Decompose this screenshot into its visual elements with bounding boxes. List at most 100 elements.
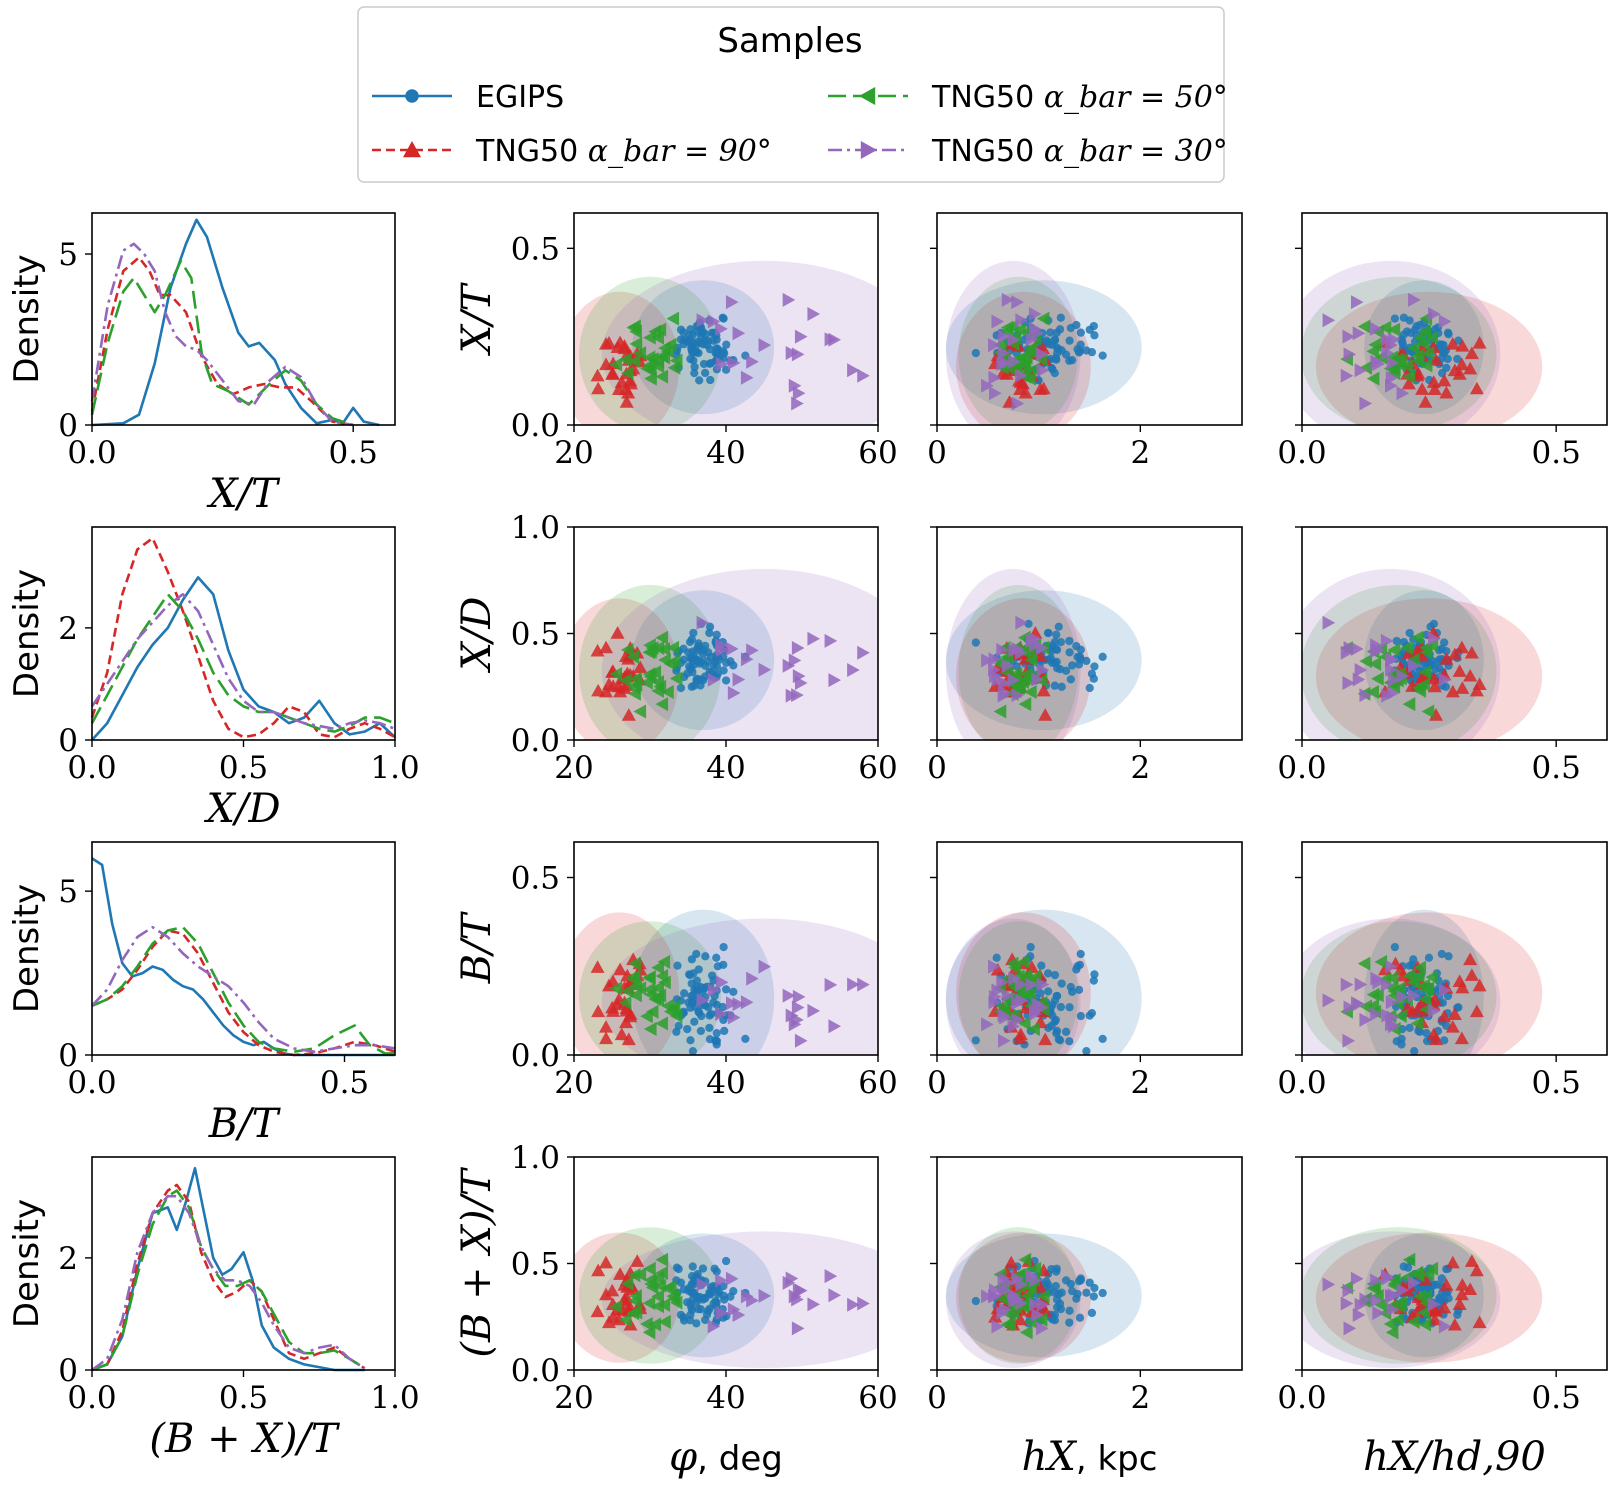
- point-3-8: [1408, 1275, 1421, 1290]
- point-0-61: [1431, 325, 1440, 334]
- point-0-36: [1424, 953, 1434, 962]
- point-3-18: [1359, 396, 1373, 411]
- point-1-8: [1013, 1312, 1028, 1326]
- point-2-18: [1019, 667, 1033, 682]
- point-3-19: [1015, 313, 1028, 328]
- point-3-21: [1387, 673, 1401, 688]
- point-3-18: [1359, 1292, 1373, 1307]
- legend-frame: [357, 6, 1225, 183]
- point-0-32: [694, 1305, 703, 1314]
- point-0-12: [690, 1017, 699, 1026]
- point-2-27: [666, 311, 680, 326]
- point-2-29: [609, 667, 623, 682]
- point-2-14: [643, 330, 656, 345]
- xtick-label: 20: [554, 750, 593, 786]
- point-0-20: [1443, 991, 1453, 1001]
- point-0-54: [718, 1002, 727, 1012]
- point-2-4: [620, 1276, 634, 1291]
- point-2-29: [1393, 357, 1406, 372]
- point-0-54: [1399, 637, 1408, 647]
- column-xlabel-1: hX, kpc: [1022, 1434, 1158, 1480]
- point-0-76: [1052, 1029, 1061, 1038]
- point-1-10: [590, 368, 605, 382]
- point-2-27: [1036, 1289, 1050, 1304]
- xtick-label: 0.0: [67, 1380, 116, 1416]
- point-3-20: [1350, 641, 1364, 656]
- point-1-21: [1469, 1263, 1484, 1277]
- point-3-15: [988, 386, 1002, 401]
- point-3-12: [1342, 1033, 1356, 1048]
- point-2-4: [620, 366, 634, 381]
- point-2-7: [1357, 956, 1371, 971]
- xtick-label: 0.0: [1277, 750, 1326, 786]
- point-3-15: [792, 386, 806, 401]
- point-3-16: [857, 1296, 870, 1311]
- point-0-6: [689, 628, 698, 638]
- xtick-label: 2: [1130, 750, 1150, 786]
- point-0-77: [1082, 1047, 1091, 1055]
- point-1-11: [1454, 1031, 1469, 1045]
- row-ylabel: B/T: [454, 910, 500, 984]
- point-3-15: [792, 989, 806, 1004]
- point-0-0: [1440, 638, 1449, 647]
- point-2-29: [609, 981, 623, 996]
- point-2-15: [644, 1277, 657, 1292]
- point-3-20: [1011, 1271, 1024, 1286]
- point-1-18: [610, 626, 625, 639]
- point-3-18: [1359, 688, 1373, 703]
- point-3-5: [991, 1319, 1005, 1334]
- point-0-5: [1085, 1278, 1094, 1287]
- point-3-19: [1322, 615, 1336, 630]
- point-3-9: [1036, 347, 1049, 362]
- point-3-16: [1015, 977, 1028, 992]
- point-3-1: [715, 357, 729, 372]
- point-0-79: [1052, 991, 1062, 1001]
- point-3-18: [791, 1292, 804, 1307]
- point-1-3: [1452, 664, 1467, 677]
- point-2-28: [648, 324, 662, 339]
- point-2-0: [1378, 320, 1392, 335]
- point-2-29: [609, 357, 623, 372]
- point-0-79: [687, 1303, 696, 1312]
- xtick-label: 60: [858, 435, 897, 471]
- point-0-78: [1087, 1308, 1097, 1318]
- point-0-65: [685, 1316, 695, 1325]
- point-0-77: [1082, 1288, 1091, 1297]
- ytick-label: 0: [58, 408, 78, 444]
- point-3-20: [725, 996, 739, 1011]
- point-3-21: [1007, 1288, 1021, 1303]
- point-3-5: [707, 983, 721, 998]
- point-0-28: [1065, 648, 1074, 657]
- point-3-13: [988, 652, 1002, 667]
- point-2-1: [1018, 697, 1032, 712]
- point-3-20: [725, 295, 739, 310]
- point-2-14: [1425, 330, 1439, 345]
- point-1-24: [633, 660, 648, 674]
- ytick-label: 0.5: [511, 1247, 560, 1283]
- point-2-18: [642, 1325, 656, 1340]
- point-0-54: [718, 313, 727, 322]
- point-1-5: [1464, 645, 1479, 659]
- point-0-50: [729, 661, 738, 670]
- density-curve-2-1: [91, 929, 396, 1057]
- point-3-6: [847, 1297, 860, 1312]
- point-3-8: [782, 988, 796, 1003]
- point-2-26: [651, 960, 664, 975]
- point-3-19: [1015, 615, 1028, 630]
- point-3-5: [707, 1319, 721, 1334]
- point-2-1: [1402, 697, 1416, 712]
- ytick-label: 1.0: [511, 510, 560, 546]
- point-0-59: [695, 376, 704, 385]
- point-3-14: [1352, 326, 1366, 341]
- point-2-1: [655, 1252, 669, 1267]
- scatter-panel-3-2: 0.0 0.5 hX/hd,90: [1277, 1156, 1581, 1480]
- xtick-label: 1.0: [370, 750, 419, 786]
- density-curve-0-3: [90, 242, 354, 427]
- point-2-18: [1385, 971, 1399, 986]
- point-0-50: [729, 987, 738, 997]
- point-3-18: [791, 396, 804, 411]
- point-3-14: [1031, 672, 1044, 687]
- point-3-12: [998, 1033, 1011, 1048]
- point-3-9: [1343, 1321, 1357, 1336]
